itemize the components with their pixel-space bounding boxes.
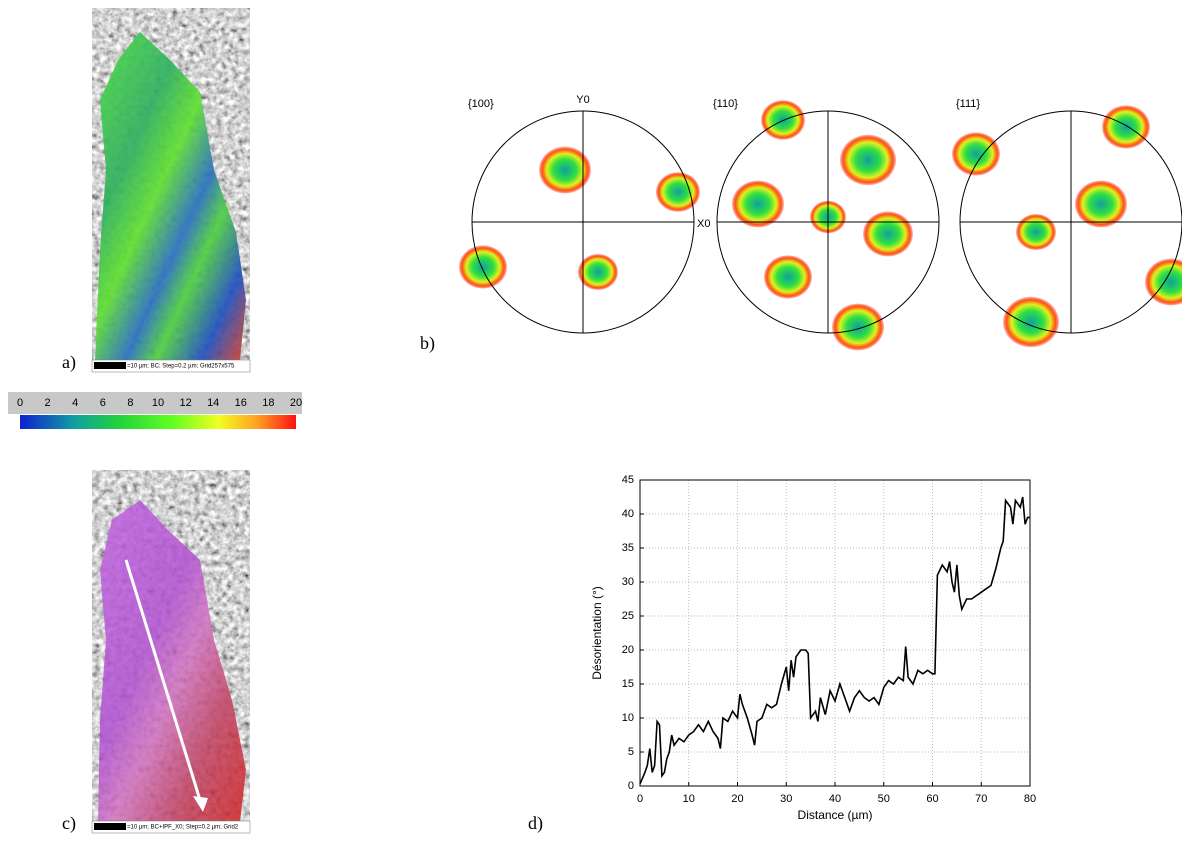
- colorbar-tick-label: 6: [100, 397, 106, 409]
- pole-cluster: [1003, 296, 1059, 348]
- x-axis-title: Distance (µm): [798, 808, 873, 822]
- pole-cluster: [539, 146, 591, 194]
- pole-cluster: [1145, 258, 1182, 306]
- colorbar-tick-label: 8: [127, 397, 133, 409]
- pole-cluster: [1102, 105, 1150, 149]
- axis-name: X0: [697, 218, 710, 230]
- x-tick-label: 70: [975, 793, 987, 805]
- orientation-map: [95, 32, 246, 360]
- scale-bar: [94, 823, 126, 830]
- x-tick-label: 40: [829, 793, 841, 805]
- scale-text: =10 µm; BC; Step=0.2 µm; Grid257x575: [127, 364, 235, 370]
- scale-bar: [94, 362, 126, 369]
- scale-box: [91, 820, 251, 834]
- panel-label: c): [62, 813, 76, 834]
- profile-arrow: [124, 559, 202, 801]
- y-axis-title: Désorientation (°): [590, 586, 604, 680]
- x-tick-label: 50: [878, 793, 890, 805]
- y-tick-label: 15: [622, 678, 634, 690]
- panel-label: d): [528, 813, 543, 834]
- colorbar-tick-label: 12: [179, 397, 191, 409]
- y-tick-label: 5: [628, 746, 634, 758]
- panel-label: a): [62, 352, 76, 373]
- pole-label: {111}: [956, 98, 980, 110]
- x-tick-label: 30: [780, 793, 792, 805]
- scale-box: [91, 359, 251, 373]
- pole-cluster: [578, 254, 618, 290]
- y-tick-label: 35: [622, 542, 634, 554]
- y-tick-label: 40: [622, 508, 634, 520]
- pole-cluster: [952, 132, 1000, 176]
- pole-cluster: [1016, 214, 1056, 250]
- pole-cluster: [1075, 180, 1127, 228]
- colorbar-tick-label: 14: [207, 397, 219, 409]
- pole-cluster: [832, 303, 884, 351]
- x-tick-label: 0: [637, 793, 643, 805]
- x-tick-label: 20: [731, 793, 743, 805]
- colorbar-tick-label: 4: [72, 397, 78, 409]
- arrow-head: [193, 796, 208, 812]
- y-tick-label: 0: [628, 780, 634, 792]
- pole-cluster: [840, 134, 896, 186]
- colorbar-tick-label: 10: [152, 397, 164, 409]
- colorbar-tick-label: 20: [290, 397, 302, 409]
- colorbar-tick-label: 18: [262, 397, 274, 409]
- pole-cluster: [656, 172, 700, 212]
- pole-label: {100}: [468, 98, 494, 110]
- y-tick-label: 45: [622, 474, 634, 486]
- pole-cluster: [459, 245, 507, 289]
- colorbar-strip: [8, 392, 302, 414]
- plot-frame: [639, 479, 1031, 787]
- orientation-map: [98, 500, 246, 822]
- pole-cluster: [863, 211, 913, 257]
- x-tick-label: 80: [1024, 793, 1036, 805]
- colorbar: [20, 415, 296, 429]
- colorbar-tick-label: 0: [17, 397, 23, 409]
- colorbar-tick-label: 16: [235, 397, 247, 409]
- y-tick-label: 20: [622, 644, 634, 656]
- y-tick-label: 25: [622, 610, 634, 622]
- line-series: [639, 496, 1030, 785]
- y-tick-label: 30: [622, 576, 634, 588]
- panel-label: b): [420, 333, 435, 354]
- pole-cluster: [732, 180, 784, 228]
- axis-name: Y0: [576, 94, 589, 106]
- pole-label: {110}: [713, 98, 738, 110]
- x-tick-label: 10: [683, 793, 695, 805]
- scale-text: =10 µm; BC+IPF_X0; Step=0.2 µm; Grid2: [127, 825, 239, 831]
- y-tick-label: 10: [622, 712, 634, 724]
- x-tick-label: 60: [926, 793, 938, 805]
- pole-cluster: [764, 255, 812, 299]
- colorbar-tick-label: 2: [45, 397, 51, 409]
